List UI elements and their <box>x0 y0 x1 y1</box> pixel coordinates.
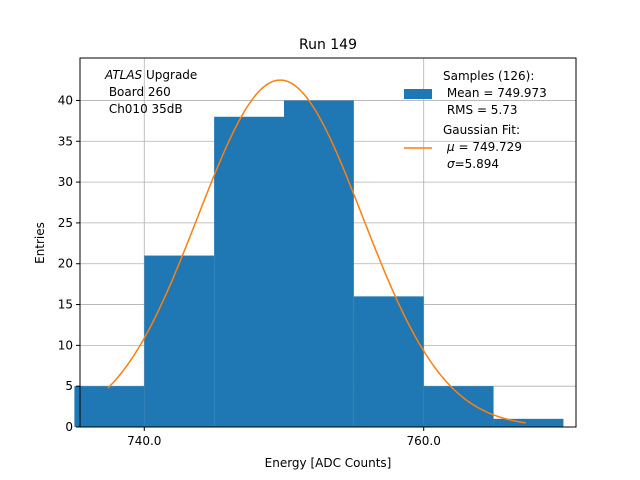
y-tick-label: 5 <box>65 379 73 393</box>
legend-samples-line-3: RMS = 5.73 <box>443 103 518 117</box>
histogram-bar <box>493 418 564 427</box>
annotation-line-2: Board 260 <box>105 85 171 99</box>
x-tick-label: 740.0 <box>127 434 161 448</box>
legend-fit-mu: μ = 749.729 <box>446 140 522 154</box>
y-axis-label: Entries <box>33 222 47 264</box>
legend: Samples (126): Mean = 749.973 RMS = 5.73… <box>404 69 547 171</box>
y-tick-label: 15 <box>58 298 73 312</box>
histogram-bar <box>283 100 354 427</box>
y-tick-label: 10 <box>58 338 73 352</box>
histogram-bar <box>353 296 424 427</box>
atlas-label: ATLAS <box>104 68 143 82</box>
histogram-bar <box>74 386 145 427</box>
sigma-value: =5.894 <box>455 157 499 171</box>
chart-title: Run 149 <box>299 37 357 53</box>
histogram-bars <box>74 100 564 428</box>
legend-samples-line-1: Samples (126): <box>443 69 534 83</box>
annotation-line-1: ATLAS Upgrade <box>104 68 197 82</box>
y-axis-ticks: 0 5 10 15 20 25 30 35 40 <box>58 93 80 434</box>
y-tick-label: 30 <box>58 175 73 189</box>
legend-samples-patch <box>404 89 432 99</box>
atlas-annotation: ATLAS Upgrade Board 260 Ch010 35dB <box>104 68 197 116</box>
y-tick-label: 0 <box>65 420 73 434</box>
histogram-bar <box>214 116 284 428</box>
plot-frame <box>79 57 577 428</box>
x-tick-label: 760.0 <box>407 434 441 448</box>
annotation-line-3: Ch010 35dB <box>105 102 183 116</box>
histogram-bar <box>144 255 215 427</box>
y-tick-label: 25 <box>58 216 73 230</box>
y-tick-label: 35 <box>58 134 73 148</box>
x-axis-ticks: 740.0 760.0 <box>127 427 441 448</box>
legend-samples-line-2: Mean = 749.973 <box>443 86 547 100</box>
mu-symbol: μ <box>446 140 455 154</box>
x-axis-label: Energy [ADC Counts] <box>265 456 392 470</box>
upgrade-label: Upgrade <box>142 68 197 82</box>
gaussian-fit-curve <box>107 79 526 424</box>
y-tick-label: 20 <box>58 257 73 271</box>
legend-fit-line-1: Gaussian Fit: <box>443 123 520 137</box>
histogram-bar <box>423 386 494 427</box>
y-tick-label: 40 <box>58 93 73 107</box>
sigma-symbol: σ <box>447 157 455 171</box>
legend-fit-sigma: σ=5.894 <box>447 157 499 171</box>
mu-value: = 749.729 <box>455 140 522 154</box>
